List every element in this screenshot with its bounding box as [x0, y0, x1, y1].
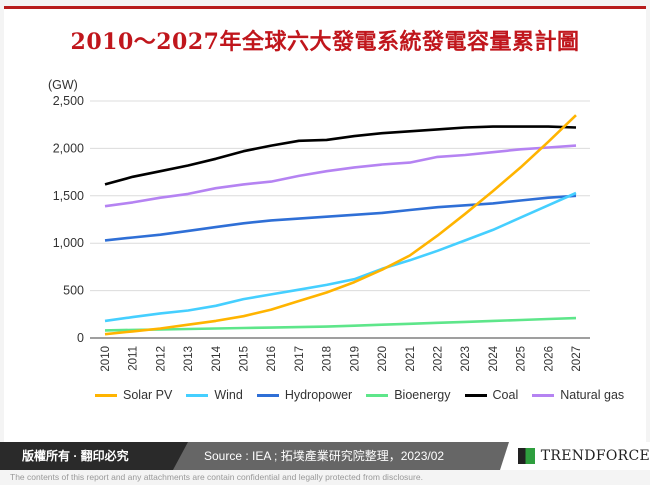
y-tick-label: 500: [63, 284, 84, 298]
series-line-solar-pv: [104, 114, 577, 336]
series-line-hydropower: [104, 194, 577, 242]
x-tick-label: 2017: [294, 346, 306, 372]
legend-item: Solar PV: [95, 388, 172, 402]
x-tick-label: 2021: [405, 346, 417, 372]
legend-item: Natural gas: [532, 388, 624, 402]
x-tick-label: 2024: [488, 345, 500, 371]
series-line-wind: [104, 191, 577, 323]
legend-item: Wind: [186, 388, 243, 402]
legend-item: Coal: [464, 388, 519, 402]
x-tick-label: 2020: [377, 346, 389, 372]
legend-swatch: [366, 393, 389, 397]
legend-label: Natural gas: [560, 388, 625, 402]
series-line-coal: [104, 125, 577, 186]
x-tick-label: 2010: [100, 346, 112, 372]
x-tick-label: 2016: [266, 346, 278, 372]
x-tick-label: 2011: [128, 346, 140, 371]
x-tick-label: 2015: [239, 346, 251, 372]
logo-text: TRENDFORCE: [540, 448, 650, 464]
x-tick-label: 2019: [349, 346, 361, 372]
x-tick-label: 2025: [516, 346, 528, 372]
legend-item: Bioenergy: [366, 388, 451, 402]
x-tick-label: 2026: [543, 346, 555, 372]
legend-label: Bioenergy: [394, 388, 451, 402]
chart-title: 2010～2027年全球六大發電系統發電容量累計圖: [70, 29, 580, 55]
legend-swatch: [256, 393, 279, 397]
copyright-notice: 版權所有 · 翻印必究: [0, 442, 188, 470]
legend: Solar PV Wind Hydropower Bioenergy Coal Natur…: [95, 388, 624, 402]
chart-card: [4, 6, 646, 445]
legend-label: Wind: [214, 388, 243, 402]
series-line-natural-gas: [104, 144, 577, 208]
legend-swatch: [464, 393, 487, 397]
trendforce-logo-icon: [518, 448, 535, 464]
y-tick-label: 1,000: [53, 236, 84, 250]
y-tick-label: 1,500: [53, 189, 84, 203]
legend-swatch: [95, 393, 117, 397]
legend-label: Coal: [492, 388, 519, 402]
y-tick-label: 2,000: [53, 141, 84, 155]
series-line-bioenergy: [104, 316, 577, 332]
x-tick-label: 2013: [183, 346, 195, 372]
line-chart: (GW) 0 500 1,000 1,500 2,000 2,500 2010 2011 2012…: [48, 78, 590, 372]
source-note: Source : IEA ; 拓墣產業研究院整理，2023/02: [204, 449, 445, 463]
x-tick-label: 2012: [155, 346, 167, 372]
legend-label: Solar PV: [123, 388, 173, 402]
legend-swatch: [532, 393, 555, 397]
disclaimer: The contents of this report and any atta…: [10, 472, 423, 482]
legend-swatch: [186, 393, 209, 397]
x-tick-label: 2023: [460, 346, 472, 372]
x-tick-label: 2022: [432, 346, 444, 372]
legend-item: Hydropower: [256, 388, 353, 402]
y-tick-label: 2,500: [53, 94, 84, 108]
x-tick-label: 2027: [571, 346, 583, 372]
y-tick-label: 0: [77, 331, 84, 345]
trendforce-logo: TRENDFORCE: [500, 442, 650, 470]
y-axis-label: (GW): [48, 78, 78, 92]
x-tick-label: 2014: [211, 345, 223, 371]
legend-label: Hydropower: [284, 388, 353, 402]
x-tick-label: 2018: [322, 346, 334, 372]
